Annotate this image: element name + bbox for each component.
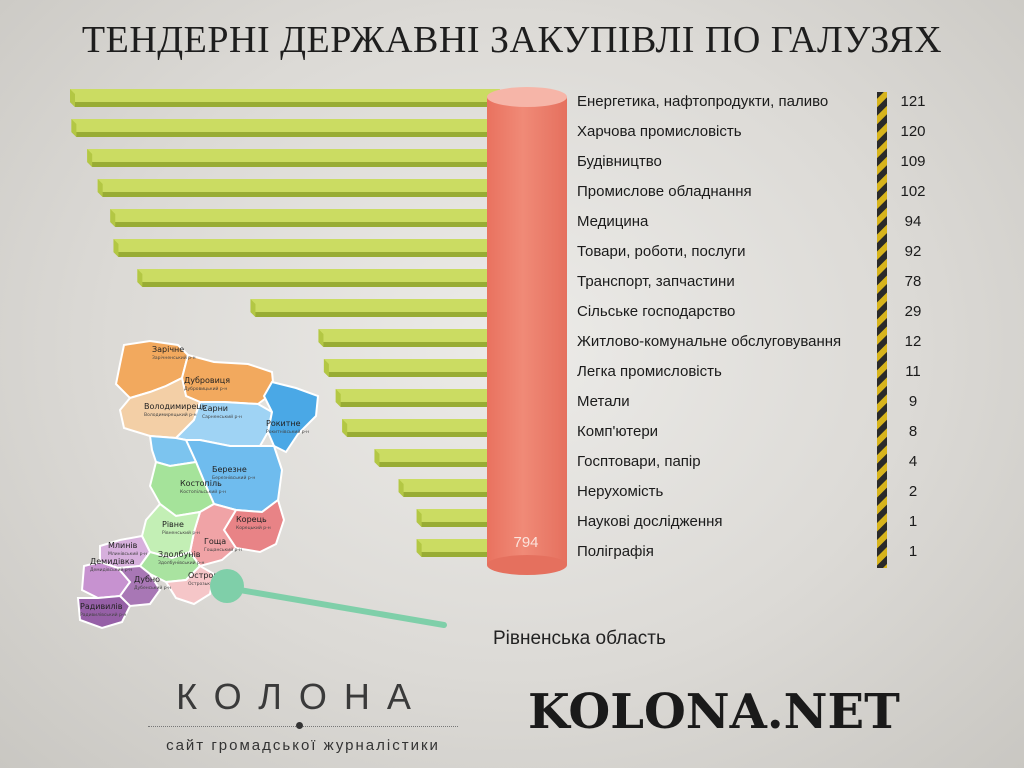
district-name: Корець: [236, 515, 267, 524]
category-label: Метали: [577, 393, 630, 410]
district-subname: Дубровицький р-н: [184, 385, 227, 392]
category-label: Сільське господарство: [577, 303, 736, 320]
category-label: Легка промисловість: [577, 363, 722, 380]
district-name: Костопіль: [180, 479, 222, 488]
value-label: 94: [904, 213, 922, 230]
value-label: 121: [900, 93, 926, 110]
district-subname: Дубенський р-н: [134, 584, 171, 591]
bar: [87, 149, 506, 167]
bar: [318, 329, 505, 347]
value-label: 1: [908, 513, 918, 530]
site-name: KOLONA.NET: [528, 684, 900, 740]
value-label: 8: [908, 423, 918, 440]
district-name: Дубровиця: [184, 376, 230, 385]
value-label: 11: [905, 363, 921, 380]
district-subname: Березнівський р-н: [212, 474, 255, 481]
bar: [137, 269, 505, 287]
district-name: Дубно: [134, 575, 160, 584]
brand-logo-text: КОЛОНА: [176, 676, 428, 717]
district-subname: Корецький р-н: [236, 524, 271, 531]
page-title: ТЕНДЕРНІ ДЕРЖАВНІ ЗАКУПІВЛІ ПО ГАЛУЗЯХ: [81, 19, 943, 61]
district-name: Володимирець: [144, 402, 207, 411]
bar: [335, 389, 505, 407]
district-subname: Володимирецький р-н: [144, 411, 197, 418]
hazard-stripe: [877, 92, 887, 568]
category-label: Транспорт, запчастини: [577, 273, 735, 290]
district-subname: Демидівський р-н: [90, 566, 132, 573]
bar: [71, 119, 505, 137]
district-name: Березне: [212, 465, 247, 474]
bar: [416, 539, 505, 557]
district-name: Демидівка: [90, 557, 135, 566]
value-label: 29: [904, 303, 922, 320]
category-label: Наукові дослідження: [577, 513, 723, 530]
map-district-radyvyliv: [76, 594, 132, 630]
district-name: Зарічне: [152, 345, 184, 354]
bar: [398, 479, 505, 497]
value-label: 2: [908, 483, 918, 500]
value-label: 9: [908, 393, 918, 410]
map-pointer-line: [225, 585, 447, 628]
total-cylinder: [487, 87, 567, 575]
district-name: Острог: [188, 571, 218, 580]
district-subname: Костопільський р-н: [180, 488, 226, 495]
bar: [250, 299, 505, 317]
district-name: Радивилів: [80, 602, 123, 611]
district-name: Млинів: [108, 541, 138, 550]
map-district-rokytne: [262, 380, 320, 454]
value-label: 1: [908, 543, 918, 560]
category-label: Житлово-комунальне обслуговування: [577, 333, 842, 350]
category-label: Харчова промисловість: [577, 123, 742, 140]
map-district-dubno: [115, 564, 162, 608]
district-subname: Зарічненський р-н: [152, 354, 196, 361]
total-value: 794: [513, 534, 539, 551]
value-label: 102: [900, 183, 926, 200]
district-subname: Острозький р-н: [188, 580, 225, 587]
district-name: Сарни: [202, 404, 228, 413]
bar: [416, 509, 505, 527]
district-subname: Сарненський р-н: [202, 413, 242, 420]
district-subname: Рівненський р-н: [162, 529, 200, 536]
value-label: 12: [904, 333, 922, 350]
district-subname: Здолбунівський р-н: [158, 559, 205, 566]
value-label: 4: [908, 453, 918, 470]
region-label: Рівненська область: [493, 628, 666, 649]
district-name: Здолбунів: [158, 550, 201, 559]
district-subname: Гощанський р-н: [204, 546, 242, 553]
bar: [342, 419, 505, 437]
value-label: 120: [900, 123, 926, 140]
district-name: Гоща: [204, 537, 226, 546]
brand-divider-dot: [296, 722, 303, 729]
category-label: Промислове обладнання: [577, 183, 752, 200]
district-name: Рокитне: [266, 419, 301, 428]
bar: [323, 359, 505, 377]
category-label: Будівництво: [577, 153, 662, 170]
map-pointer-dot: [210, 569, 244, 603]
value-label: 109: [900, 153, 926, 170]
category-label: Товари, роботи, послуги: [577, 243, 746, 260]
brand-divider: [148, 726, 458, 727]
bar: [97, 179, 505, 197]
bar: [110, 209, 505, 227]
category-label: Медицина: [577, 213, 649, 230]
brand-subtitle: сайт громадської журналістики: [166, 737, 440, 754]
district-subname: Млинівський р-н: [108, 550, 147, 557]
category-label: Комп'ютери: [577, 423, 659, 440]
district-subname: Рокитнівський р-н: [266, 428, 309, 435]
category-label: Енергетика, нафтопродукти, паливо: [577, 93, 829, 110]
district-name: Рівне: [162, 520, 184, 529]
bar: [70, 89, 505, 107]
value-label: 92: [904, 243, 922, 260]
category-label: Нерухомість: [577, 483, 664, 500]
category-label: Поліграфія: [577, 543, 654, 560]
value-label: 78: [904, 273, 922, 290]
district-subname: Радивилівський р-н: [80, 611, 126, 618]
bar: [113, 239, 505, 257]
category-label: Госптовари, папір: [577, 453, 701, 470]
bar: [374, 449, 505, 467]
